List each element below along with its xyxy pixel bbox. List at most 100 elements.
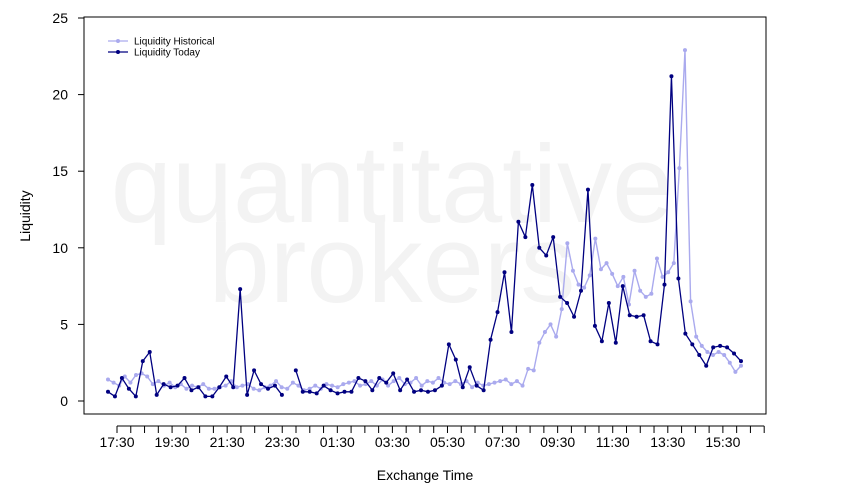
- data-point: [613, 340, 618, 345]
- data-point: [474, 383, 479, 388]
- data-point: [470, 385, 475, 390]
- data-point: [606, 300, 611, 305]
- data-point: [716, 349, 721, 354]
- data-point: [660, 274, 665, 279]
- data-point: [565, 241, 570, 246]
- legend-label-today: Liquidity Today: [134, 48, 200, 59]
- data-point: [436, 376, 441, 381]
- data-point: [587, 273, 592, 278]
- data-point: [251, 386, 256, 391]
- data-point: [391, 371, 396, 376]
- data-point: [150, 382, 155, 387]
- data-point: [335, 385, 340, 390]
- data-point: [488, 337, 493, 342]
- data-point: [585, 187, 590, 192]
- data-point: [509, 330, 514, 335]
- data-point: [252, 368, 257, 373]
- data-point: [145, 374, 150, 379]
- data-point: [290, 380, 295, 385]
- data-point: [119, 376, 124, 381]
- data-point: [599, 339, 604, 344]
- data-point: [676, 276, 681, 281]
- data-point: [167, 380, 172, 385]
- legend-marker-today: [116, 50, 120, 54]
- data-point: [300, 389, 305, 394]
- data-point: [189, 388, 194, 393]
- y-tick-label: 10: [52, 240, 68, 256]
- data-point: [592, 323, 597, 328]
- y-tick-label: 15: [52, 163, 68, 179]
- data-point: [682, 48, 687, 53]
- x-tick-label: 19:30: [155, 434, 190, 450]
- data-point: [722, 353, 727, 358]
- data-point: [224, 374, 229, 379]
- x-axis: 17:30 19:30 21:30 23:30 01:30 03:30 05:30 07:30…: [99, 425, 765, 450]
- data-point: [604, 261, 609, 266]
- x-tick-label: 15:30: [705, 434, 740, 450]
- data-point: [363, 379, 368, 384]
- data-point: [530, 182, 535, 187]
- data-point: [492, 380, 497, 385]
- data-point: [683, 331, 688, 336]
- data-point: [425, 389, 430, 394]
- data-point: [168, 385, 173, 390]
- x-tick-label: 01:30: [320, 434, 355, 450]
- y-tick-label: 25: [52, 10, 68, 26]
- data-point: [697, 353, 702, 358]
- series-line: [107, 288, 283, 398]
- data-point: [503, 377, 508, 382]
- data-point: [632, 268, 637, 273]
- data-point: [537, 245, 542, 250]
- data-point: [134, 372, 139, 377]
- data-point: [502, 270, 507, 275]
- x-tick-label: 21:30: [210, 434, 245, 450]
- data-point: [147, 349, 152, 354]
- data-point: [516, 219, 521, 224]
- data-point: [313, 383, 318, 388]
- data-point: [453, 379, 458, 384]
- data-point: [106, 377, 110, 382]
- data-point: [733, 369, 738, 374]
- x-axis-label: Exchange Time: [377, 467, 474, 483]
- y-tick-label: 5: [60, 316, 68, 332]
- x-tick-label: 07:30: [485, 434, 520, 450]
- x-tick-label: 03:30: [375, 434, 410, 450]
- data-point: [274, 379, 279, 384]
- data-point: [498, 379, 503, 384]
- data-point: [231, 385, 236, 390]
- data-point: [475, 380, 480, 385]
- data-point: [710, 353, 715, 358]
- data-point: [704, 363, 709, 368]
- data-point: [523, 235, 528, 240]
- watermark-line-2: brokers: [209, 203, 576, 326]
- data-point: [739, 363, 743, 368]
- data-point: [201, 382, 206, 387]
- data-point: [439, 383, 444, 388]
- data-point: [356, 376, 361, 381]
- y-axis: 0 5 10 15 20 25: [52, 10, 85, 409]
- y-axis-label: Liquidity: [17, 190, 33, 241]
- data-point: [666, 270, 671, 275]
- data-point: [627, 313, 632, 318]
- legend-label-historical: Liquidity Historical: [134, 37, 215, 48]
- data-point: [106, 389, 110, 394]
- data-point: [739, 359, 743, 364]
- data-point: [544, 253, 549, 258]
- data-point: [414, 376, 419, 381]
- data-point: [370, 388, 375, 393]
- data-point: [467, 365, 472, 370]
- data-point: [405, 377, 410, 382]
- data-point: [514, 379, 519, 384]
- data-point: [223, 383, 228, 388]
- data-point: [446, 342, 451, 347]
- data-point: [279, 385, 284, 390]
- data-point: [128, 380, 133, 385]
- data-point: [526, 366, 531, 371]
- data-point: [307, 386, 312, 391]
- data-point: [732, 351, 737, 356]
- data-point: [203, 394, 208, 399]
- data-point: [486, 382, 491, 387]
- data-point: [377, 376, 382, 381]
- data-point: [358, 383, 363, 388]
